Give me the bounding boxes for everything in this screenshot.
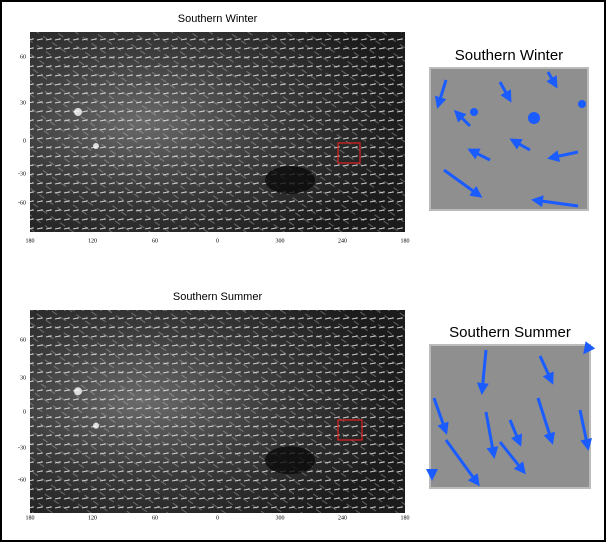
figure: Southern Winter60300-30-6018012060030024… bbox=[0, 0, 606, 542]
x-tick-label: 120 bbox=[88, 238, 97, 244]
x-tick-label: 60 bbox=[152, 515, 158, 521]
wind-dot bbox=[470, 108, 478, 116]
bright-spot bbox=[93, 423, 99, 429]
map-title: Southern Summer bbox=[173, 291, 263, 303]
x-tick-label: 180 bbox=[26, 238, 35, 244]
y-tick-label: 0 bbox=[23, 138, 26, 144]
y-tick-label: -30 bbox=[18, 171, 26, 177]
map-title: Southern Winter bbox=[178, 13, 258, 25]
x-tick-label: 0 bbox=[216, 515, 219, 521]
x-tick-label: 240 bbox=[338, 238, 347, 244]
inset-title: Southern Winter bbox=[455, 47, 563, 64]
x-tick-label: 180 bbox=[401, 238, 410, 244]
y-tick-label: -60 bbox=[18, 200, 26, 206]
dark-basin bbox=[265, 166, 315, 194]
x-tick-label: 120 bbox=[88, 515, 97, 521]
x-tick-label: 300 bbox=[276, 515, 285, 521]
x-tick-label: 60 bbox=[152, 238, 158, 244]
bright-spot bbox=[74, 108, 82, 116]
inset-box bbox=[430, 345, 590, 488]
y-tick-label: 30 bbox=[20, 375, 26, 381]
y-tick-label: -30 bbox=[18, 445, 26, 451]
y-tick-label: 60 bbox=[20, 337, 26, 343]
x-tick-label: 240 bbox=[338, 515, 347, 521]
y-tick-label: 60 bbox=[20, 54, 26, 60]
wind-dot bbox=[528, 112, 540, 124]
x-tick-label: 180 bbox=[26, 515, 35, 521]
x-tick-label: 0 bbox=[216, 238, 219, 244]
inset-box bbox=[430, 68, 588, 210]
x-tick-label: 180 bbox=[401, 515, 410, 521]
y-tick-label: 30 bbox=[20, 100, 26, 106]
inset-title: Southern Summer bbox=[449, 324, 571, 341]
bright-spot bbox=[93, 143, 99, 149]
x-tick-label: 300 bbox=[276, 238, 285, 244]
y-tick-label: -60 bbox=[18, 477, 26, 483]
wind-dot bbox=[578, 100, 586, 108]
bright-spot bbox=[74, 387, 82, 395]
wind-vectors-swirl bbox=[30, 310, 405, 513]
dark-basin bbox=[265, 446, 315, 474]
wind-vectors-swirl bbox=[30, 32, 405, 232]
y-tick-label: 0 bbox=[23, 409, 26, 415]
